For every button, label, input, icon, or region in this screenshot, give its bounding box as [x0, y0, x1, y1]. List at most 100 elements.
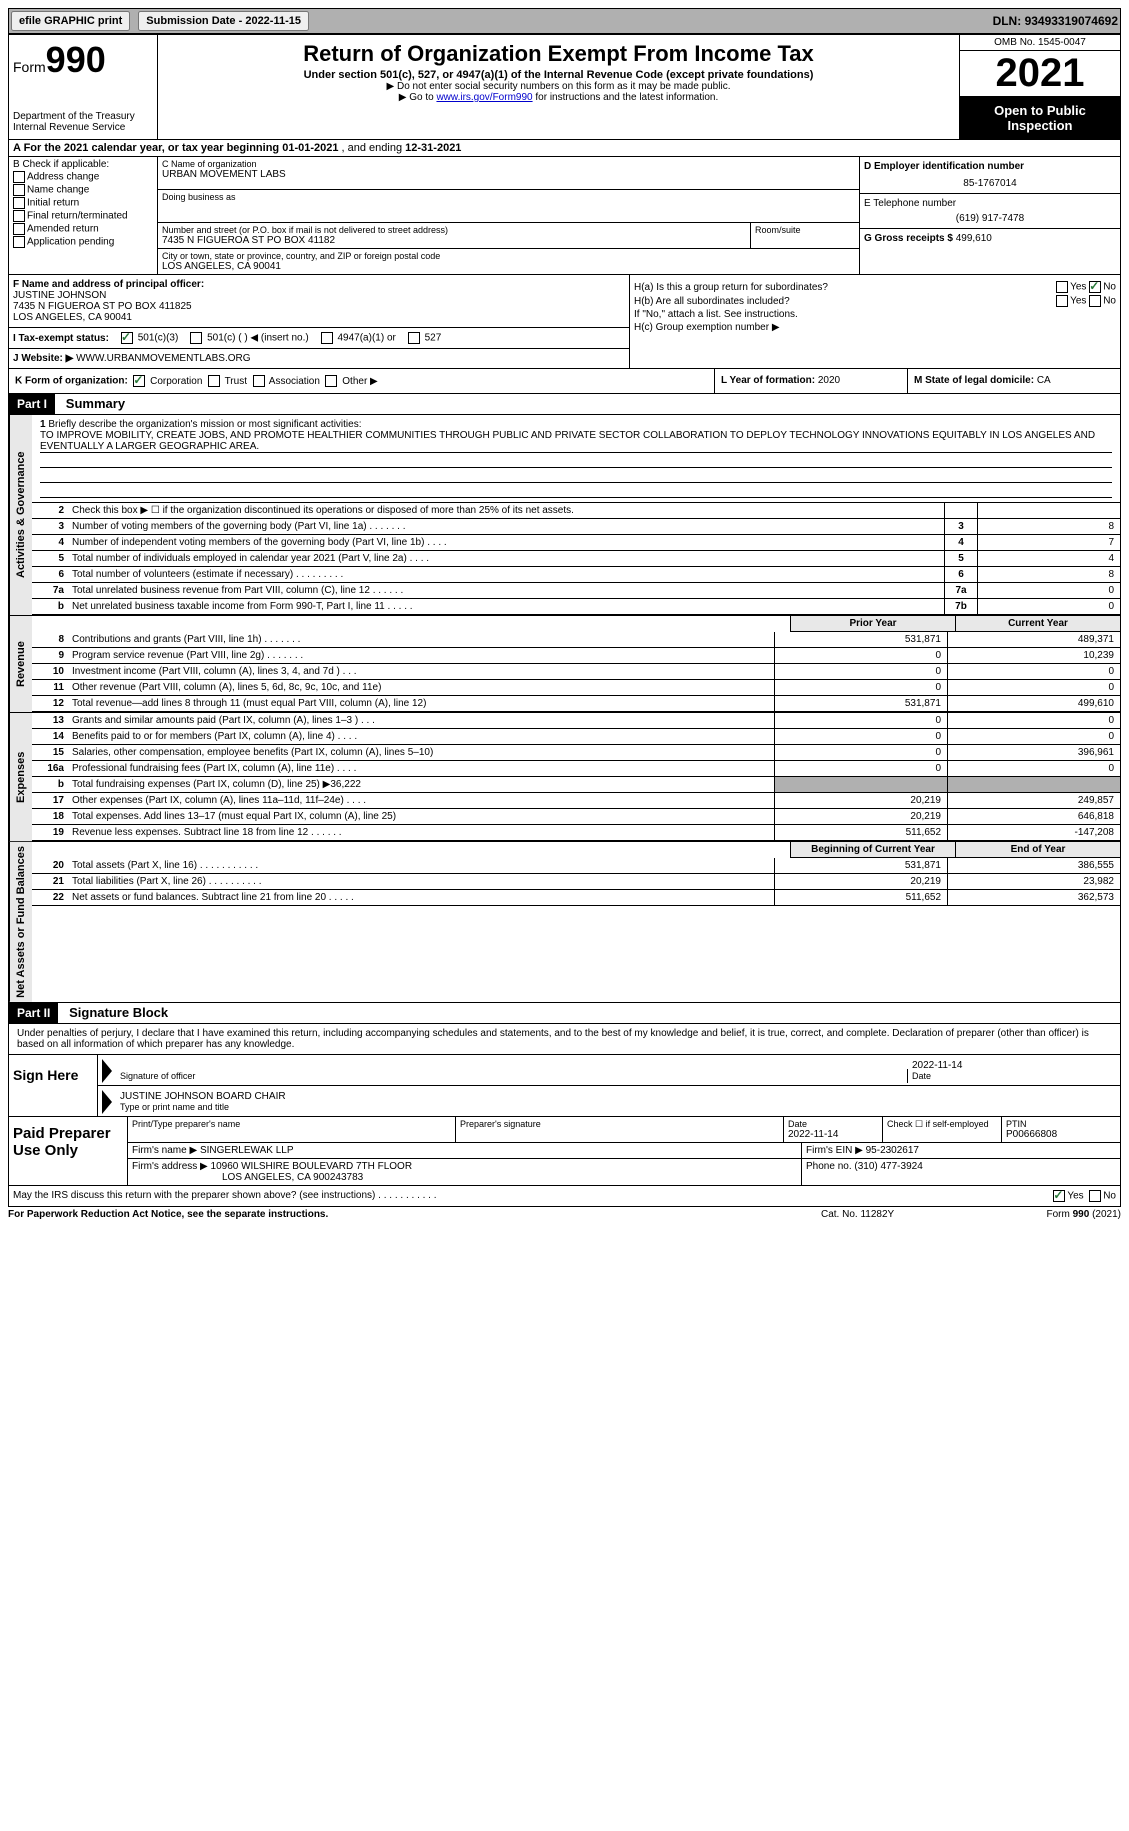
mission-block: 1 Briefly describe the organization's mi…: [32, 415, 1120, 503]
hb-no[interactable]: No: [1089, 295, 1116, 307]
cb-name-change[interactable]: Name change: [13, 184, 153, 196]
org-name: URBAN MOVEMENT LABS: [162, 169, 855, 180]
perjury-declaration: Under penalties of perjury, I declare th…: [9, 1024, 1120, 1054]
line-num: 20: [32, 858, 68, 873]
two-col-line: 14 Benefits paid to or for members (Part…: [32, 729, 1120, 745]
two-col-line: 10 Investment income (Part VIII, column …: [32, 664, 1120, 680]
cb-association[interactable]: Association: [253, 376, 320, 387]
cb-amended-return[interactable]: Amended return: [13, 223, 153, 235]
two-col-line: 22 Net assets or fund balances. Subtract…: [32, 890, 1120, 906]
current-value: 0: [947, 664, 1120, 679]
hc-row: H(c) Group exemption number ▶: [634, 322, 1116, 333]
cb-address-change[interactable]: Address change: [13, 171, 153, 183]
arrow-icon: [102, 1090, 112, 1114]
line-num: 14: [32, 729, 68, 744]
cb-4947a1[interactable]: 4947(a)(1) or: [321, 332, 396, 344]
line-value: 4: [977, 551, 1120, 566]
firm-ein: 95-2302617: [866, 1145, 919, 1156]
line-value: 7: [977, 535, 1120, 550]
two-col-line: b Total fundraising expenses (Part IX, c…: [32, 777, 1120, 793]
col-f-i-j: F Name and address of principal officer:…: [9, 275, 630, 368]
cb-initial-return[interactable]: Initial return: [13, 197, 153, 209]
two-col-line: 20 Total assets (Part X, line 16) . . . …: [32, 858, 1120, 874]
line-desc: Total revenue—add lines 8 through 11 (mu…: [68, 696, 774, 711]
prior-value: 531,871: [774, 696, 947, 711]
two-col-line: 13 Grants and similar amounts paid (Part…: [32, 713, 1120, 729]
phone: (619) 917-7478: [864, 213, 1116, 224]
efile-print-button[interactable]: efile GRAPHIC print: [11, 11, 130, 31]
discuss-yes[interactable]: Yes: [1053, 1190, 1083, 1202]
section-f-h-i-j: F Name and address of principal officer:…: [8, 275, 1121, 369]
cb-trust[interactable]: Trust: [208, 376, 247, 387]
col-b-checkboxes: B Check if applicable: Address change Na…: [9, 157, 158, 274]
line-num: 18: [32, 809, 68, 824]
cb-527[interactable]: 527: [408, 332, 441, 344]
line-num: 7a: [32, 583, 68, 598]
line-desc: Total number of individuals employed in …: [68, 551, 944, 566]
line-box-ref: 7b: [944, 599, 977, 614]
section-k-l-m: K Form of organization: Corporation Trus…: [8, 369, 1121, 394]
irs-link[interactable]: www.irs.gov/Form990: [436, 92, 532, 103]
org-name-box: C Name of organization URBAN MOVEMENT LA…: [158, 157, 859, 190]
officer-name: JUSTINE JOHNSON: [13, 290, 625, 301]
cb-final-return[interactable]: Final return/terminated: [13, 210, 153, 222]
summary-line: 3 Number of voting members of the govern…: [32, 519, 1120, 535]
irs-label: Internal Revenue Service: [13, 122, 153, 133]
cb-501c3[interactable]: 501(c)(3): [121, 332, 178, 344]
sub-date: 2022-11-15: [245, 15, 301, 27]
cb-application-pending[interactable]: Application pending: [13, 236, 153, 248]
current-value: 10,239: [947, 648, 1120, 663]
current-value: 646,818: [947, 809, 1120, 824]
page-footer: For Paperwork Reduction Act Notice, see …: [8, 1207, 1121, 1222]
irs-discuss-row: May the IRS discuss this return with the…: [9, 1185, 1120, 1206]
line-desc: Other expenses (Part IX, column (A), lin…: [68, 793, 774, 808]
form-header: Form990 Department of the Treasury Inter…: [8, 34, 1121, 140]
summary-line: 6 Total number of volunteers (estimate i…: [32, 567, 1120, 583]
hb-yes[interactable]: Yes: [1056, 295, 1086, 307]
cb-other[interactable]: Other ▶: [325, 376, 377, 387]
street-box: Number and street (or P.O. box if mail i…: [158, 223, 750, 249]
hdr-prior-year: Prior Year: [790, 616, 955, 632]
note-ssn: ▶ Do not enter social security numbers o…: [162, 81, 955, 92]
prior-value: 20,219: [774, 809, 947, 824]
row-a-tax-year: A For the 2021 calendar year, or tax yea…: [8, 140, 1121, 157]
firm-phone: (310) 477-3924: [854, 1161, 922, 1172]
line-desc: Total unrelated business revenue from Pa…: [68, 583, 944, 598]
current-value: [947, 777, 1120, 792]
summary-line: 7a Total unrelated business revenue from…: [32, 583, 1120, 599]
part-2-header-row: Part II Signature Block: [8, 1003, 1121, 1024]
hdr-current-year: Current Year: [955, 616, 1120, 632]
line-num: 17: [32, 793, 68, 808]
line-num: 12: [32, 696, 68, 711]
prior-value: 0: [774, 713, 947, 728]
cb-corporation[interactable]: Corporation: [133, 376, 202, 387]
line-desc: Program service revenue (Part VIII, line…: [68, 648, 774, 663]
activities-governance-section: Activities & Governance 1 Briefly descri…: [8, 415, 1121, 616]
line-desc: Check this box ▶ ☐ if the organization d…: [68, 503, 944, 518]
discuss-no[interactable]: No: [1089, 1190, 1116, 1202]
dba-box: Doing business as: [158, 190, 859, 223]
officer-name-title-line: JUSTINE JOHNSON BOARD CHAIR Type or prin…: [98, 1086, 1120, 1116]
line-desc: Grants and similar amounts paid (Part IX…: [68, 713, 774, 728]
two-col-line: 21 Total liabilities (Part X, line 26) .…: [32, 874, 1120, 890]
state-domicile: M State of legal domicile: CA: [908, 369, 1120, 393]
cb-501c-other[interactable]: 501(c) ( ) ◀ (insert no.): [190, 332, 308, 344]
line-num: 9: [32, 648, 68, 663]
prior-value: 20,219: [774, 874, 947, 889]
ha-no[interactable]: No: [1089, 281, 1116, 293]
cb-self-employed[interactable]: Check ☐ if self-employed: [887, 1119, 997, 1130]
line-num: 21: [32, 874, 68, 889]
line-value: 8: [977, 567, 1120, 582]
part-1-header-row: Part I Summary: [8, 394, 1121, 415]
submission-date-button[interactable]: Submission Date - 2022-11-15: [138, 11, 309, 31]
ha-yes[interactable]: Yes: [1056, 281, 1086, 293]
col-h: H(a) Is this a group return for subordin…: [630, 275, 1120, 368]
expenses-section: Expenses 13 Grants and similar amounts p…: [8, 713, 1121, 842]
sign-here-label: Sign Here: [9, 1055, 98, 1116]
part-2-title: Signature Block: [69, 1005, 168, 1020]
prior-value: 0: [774, 729, 947, 744]
vtab-activities: Activities & Governance: [9, 415, 32, 615]
dln: DLN: 93493319074692: [993, 14, 1118, 28]
officer-addr2: LOS ANGELES, CA 90041: [13, 312, 625, 323]
hdr-beginning-year: Beginning of Current Year: [790, 842, 955, 858]
